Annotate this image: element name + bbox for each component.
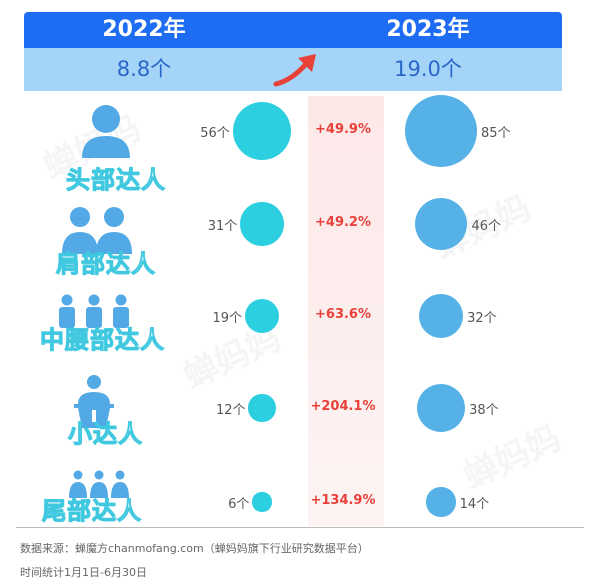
- bubble-2022: [240, 202, 284, 246]
- value-label-2023: 38个: [469, 403, 499, 418]
- tier-label-tail: 尾部达人: [42, 497, 142, 526]
- tier-label-mid-waist: 中腰部达人: [40, 326, 165, 355]
- value-label-2022: 19个: [212, 311, 242, 326]
- growth-rate-label: +204.1%: [310, 399, 376, 414]
- value-label-2023: 14个: [459, 497, 490, 512]
- bubble-2023: [426, 487, 456, 517]
- avg-2023-value: 19.0个: [394, 57, 462, 81]
- year-2023-label: 2023年: [386, 17, 470, 42]
- year-header-bar: [24, 12, 562, 48]
- bubble-2022: [248, 394, 276, 422]
- tier-label-small: 小达人: [68, 420, 143, 449]
- growth-rate-label: +134.9%: [310, 493, 376, 508]
- growth-rate-label: +49.9%: [315, 122, 371, 137]
- value-label-2023: 46个: [471, 219, 502, 234]
- value-label-2023: 32个: [467, 311, 497, 326]
- bubble-2022: [232, 101, 292, 161]
- value-label-2022: 31个: [207, 219, 238, 234]
- value-label-2022: 56个: [200, 126, 230, 141]
- trend-up-arrow-icon: [273, 54, 316, 87]
- bubble-2022: [252, 492, 272, 512]
- growth-rate-label: +63.6%: [315, 307, 371, 322]
- bubble-2023: [418, 293, 464, 339]
- growth-column-band: [308, 96, 384, 526]
- average-header-bar: [24, 48, 562, 91]
- watermark: 蝉妈妈: [457, 417, 568, 498]
- bubble-2023: [416, 383, 466, 433]
- speaker-podium-icon: [74, 375, 114, 428]
- avg-2022-value: 8.8个: [116, 57, 172, 81]
- data-source-text: 数据来源：蝉魔方chanmofang.com（蝉妈妈旗下行业研究数据平台）: [20, 542, 369, 555]
- bubble-2023: [405, 95, 477, 167]
- tier-label-head: 头部达人: [66, 166, 166, 195]
- tier-label-shoulder: 肩部达人: [56, 250, 156, 279]
- person-icon: [82, 105, 130, 158]
- footer-divider: [16, 527, 584, 528]
- group-people-icon: [69, 470, 129, 498]
- three-people-icon: [59, 294, 129, 328]
- bubble-2023: [414, 197, 468, 251]
- bubble-2022: [244, 298, 279, 333]
- time-period-text: 时间统计1月1日-6月30日: [20, 566, 147, 579]
- two-people-icon: [62, 207, 132, 254]
- value-label-2023: 85个: [481, 126, 511, 141]
- year-2022-label: 2022年: [102, 17, 186, 42]
- growth-rate-label: +49.2%: [315, 215, 371, 230]
- value-label-2022: 6个: [228, 497, 250, 512]
- value-label-2022: 12个: [215, 403, 246, 418]
